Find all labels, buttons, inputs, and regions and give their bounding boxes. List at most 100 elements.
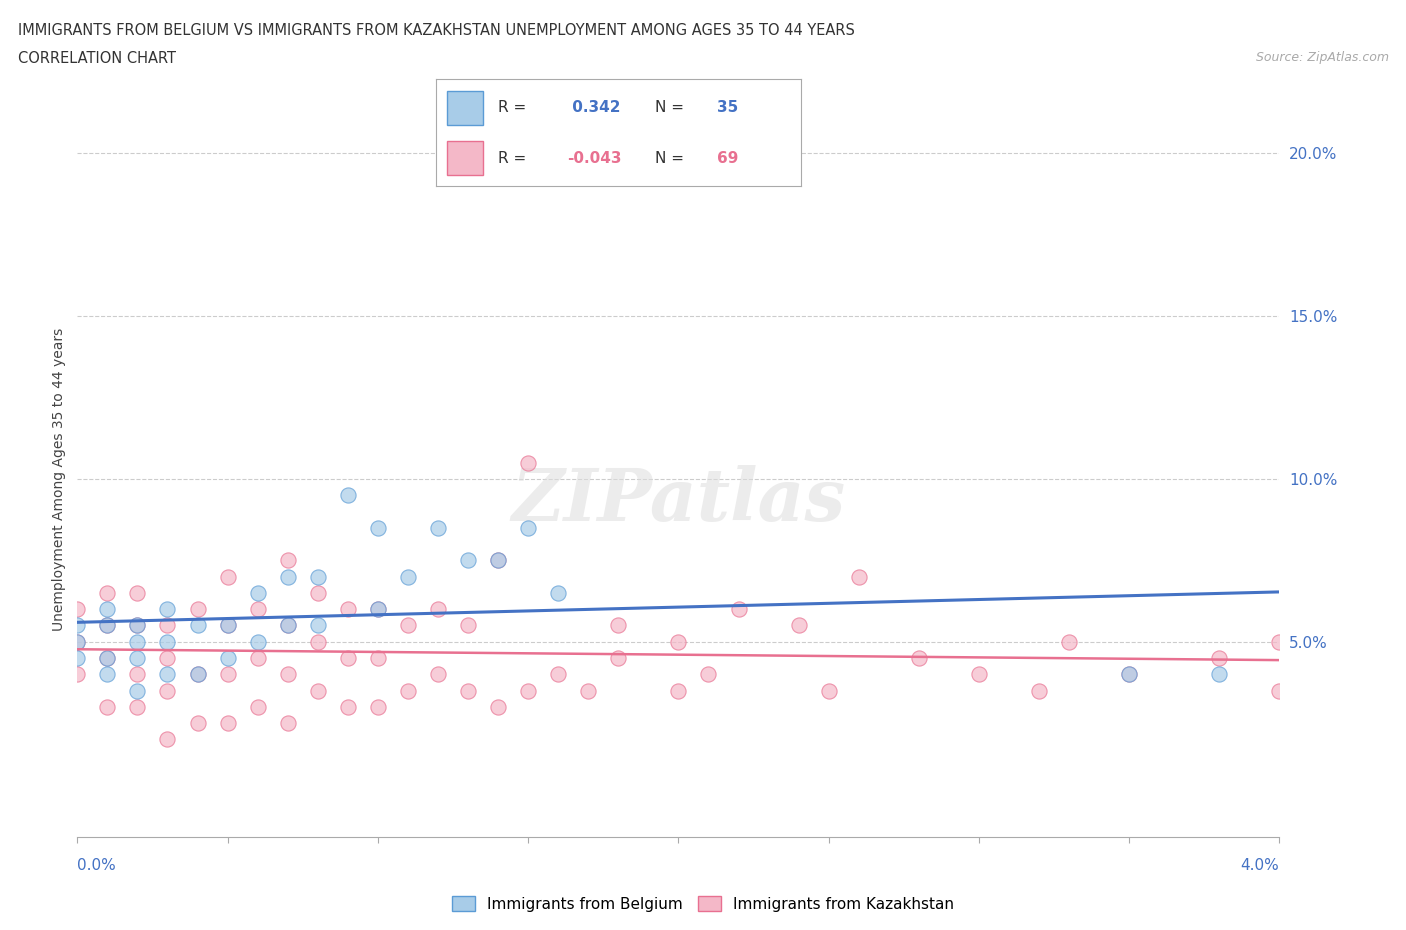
Point — [66, 618, 89, 632]
Point — [1298, 683, 1320, 698]
Point — [367, 651, 389, 666]
Point — [307, 683, 329, 698]
Point — [277, 569, 299, 584]
Point — [396, 683, 419, 698]
Point — [156, 651, 179, 666]
Point — [277, 618, 299, 632]
Point — [96, 699, 118, 714]
Point — [787, 618, 810, 632]
Text: -0.043: -0.043 — [568, 151, 621, 166]
Point — [1057, 634, 1080, 649]
Point — [668, 634, 690, 649]
Point — [427, 520, 450, 535]
Point — [1268, 683, 1291, 698]
Point — [427, 602, 450, 617]
Point — [66, 651, 89, 666]
Point — [367, 602, 389, 617]
Point — [217, 667, 239, 682]
Point — [457, 618, 479, 632]
Point — [217, 716, 239, 731]
Point — [246, 699, 269, 714]
Point — [1208, 651, 1230, 666]
Point — [156, 634, 179, 649]
Point — [156, 602, 179, 617]
Point — [367, 699, 389, 714]
Point — [127, 586, 149, 601]
Point — [186, 667, 209, 682]
Point — [1118, 667, 1140, 682]
Point — [517, 455, 540, 470]
Point — [1028, 683, 1050, 698]
Point — [186, 602, 209, 617]
Point — [127, 683, 149, 698]
Point — [246, 586, 269, 601]
Text: IMMIGRANTS FROM BELGIUM VS IMMIGRANTS FROM KAZAKHSTAN UNEMPLOYMENT AMONG AGES 35: IMMIGRANTS FROM BELGIUM VS IMMIGRANTS FR… — [18, 23, 855, 38]
Point — [576, 683, 599, 698]
Point — [217, 651, 239, 666]
Point — [96, 651, 118, 666]
Legend: Immigrants from Belgium, Immigrants from Kazakhstan: Immigrants from Belgium, Immigrants from… — [446, 889, 960, 918]
Point — [246, 651, 269, 666]
Point — [486, 552, 509, 567]
Point — [607, 618, 630, 632]
Point — [66, 667, 89, 682]
Point — [457, 552, 479, 567]
Point — [127, 651, 149, 666]
Point — [186, 667, 209, 682]
Point — [336, 651, 359, 666]
Point — [127, 618, 149, 632]
Point — [307, 618, 329, 632]
Point — [66, 634, 89, 649]
Point — [186, 618, 209, 632]
Point — [486, 699, 509, 714]
Point — [217, 569, 239, 584]
Text: 0.342: 0.342 — [568, 100, 621, 115]
Point — [336, 487, 359, 502]
Text: 4.0%: 4.0% — [1240, 857, 1279, 872]
Point — [96, 667, 118, 682]
Point — [277, 667, 299, 682]
Point — [547, 667, 569, 682]
Point — [156, 732, 179, 747]
Point — [96, 586, 118, 601]
Point — [307, 586, 329, 601]
Point — [517, 683, 540, 698]
Text: N =: N = — [655, 100, 685, 115]
Point — [156, 683, 179, 698]
Text: CORRELATION CHART: CORRELATION CHART — [18, 51, 176, 66]
Point — [967, 667, 990, 682]
Text: 35: 35 — [717, 100, 738, 115]
Point — [277, 552, 299, 567]
Point — [427, 667, 450, 682]
Point — [517, 520, 540, 535]
Point — [668, 683, 690, 698]
Point — [396, 618, 419, 632]
Point — [307, 634, 329, 649]
Point — [127, 634, 149, 649]
Y-axis label: Unemployment Among Ages 35 to 44 years: Unemployment Among Ages 35 to 44 years — [52, 327, 66, 631]
Point — [367, 520, 389, 535]
Point — [848, 569, 870, 584]
Point — [1208, 667, 1230, 682]
Point — [367, 602, 389, 617]
Point — [1118, 667, 1140, 682]
Point — [66, 634, 89, 649]
Text: R =: R = — [498, 151, 526, 166]
Text: Source: ZipAtlas.com: Source: ZipAtlas.com — [1256, 51, 1389, 64]
Text: 0.0%: 0.0% — [77, 857, 117, 872]
Point — [127, 667, 149, 682]
Point — [336, 602, 359, 617]
Point — [277, 716, 299, 731]
Point — [246, 634, 269, 649]
Point — [217, 618, 239, 632]
Point — [457, 683, 479, 698]
Point — [96, 602, 118, 617]
Point — [156, 667, 179, 682]
Point — [127, 618, 149, 632]
Point — [246, 602, 269, 617]
Point — [908, 651, 931, 666]
Point — [697, 667, 720, 682]
Text: ZIPatlas: ZIPatlas — [512, 465, 845, 536]
Point — [127, 699, 149, 714]
Point — [607, 651, 630, 666]
